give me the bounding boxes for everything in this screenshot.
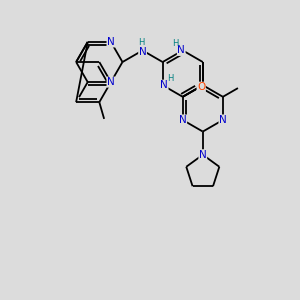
Text: N: N — [139, 47, 146, 57]
Text: N: N — [177, 45, 185, 56]
Text: O: O — [197, 82, 206, 92]
Text: N: N — [179, 115, 187, 125]
Text: H: H — [138, 38, 144, 46]
Text: N: N — [199, 150, 207, 160]
Text: N: N — [160, 80, 168, 90]
Text: H: H — [172, 39, 178, 48]
Text: N: N — [107, 37, 115, 47]
Text: N: N — [219, 115, 227, 125]
Text: H: H — [167, 74, 173, 83]
Text: N: N — [107, 77, 115, 87]
